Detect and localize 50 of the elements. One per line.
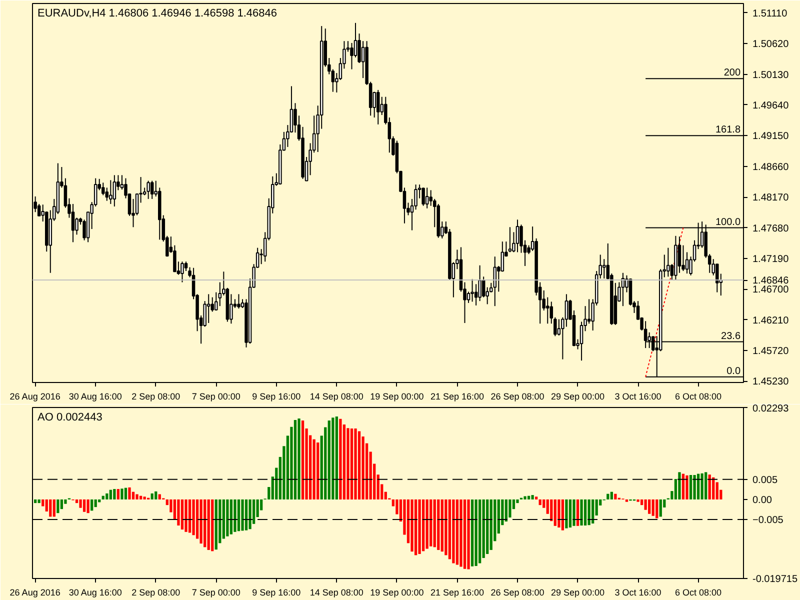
- x-tick-label: 30 Aug 16:00: [68, 588, 122, 598]
- x-tick-label: 6 Oct 08:00: [675, 588, 722, 598]
- x-tick-label: 3 Oct 16:00: [614, 392, 662, 402]
- x-tick-label: 7 Sep 00:00: [192, 392, 240, 402]
- y-tick-label: 1.50620: [752, 39, 790, 50]
- y-tick-label: 1.46700: [752, 284, 790, 296]
- x-tick-label: 26 Aug 2016: [10, 588, 60, 598]
- y-tick-label: 1.46846: [752, 276, 790, 287]
- x-tick-label: 7 Sep 00:00: [192, 588, 240, 598]
- y-tick-label: 1.47680: [752, 223, 790, 234]
- y-tick-label: 1.45720: [752, 346, 790, 358]
- x-tick-label: 3 Oct 16:00: [614, 588, 662, 598]
- x-tick-label: 14 Sep 08:00: [310, 588, 364, 598]
- y-tick-label: 1.51110: [752, 8, 788, 20]
- x-tick-label: 19 Sep 00:00: [370, 392, 424, 402]
- x-tick-label: 26 Sep 08:00: [490, 588, 544, 598]
- annotation: 200: [724, 68, 741, 79]
- x-tick-label: 2 Sep 08:00: [132, 588, 180, 598]
- x-tick-label: 26 Aug 2016: [10, 392, 60, 402]
- chart-title: AO 0.002443: [38, 412, 102, 424]
- chart-title: EURAUDv,H4 1.46806 1.46946 1.46598 1.46846: [38, 8, 278, 20]
- annotation: 23.6: [721, 330, 741, 342]
- x-tick-label: 6 Oct 08:00: [675, 392, 722, 402]
- y-tick-label: 1.48170: [752, 192, 790, 204]
- y-tick-label: 1.46210: [752, 315, 790, 326]
- x-tick-label: 29 Sep 00:00: [550, 392, 605, 402]
- y-tick-label: 0.02293: [752, 404, 790, 414]
- x-tick-label: 19 Sep 00:00: [370, 588, 424, 598]
- annotation: 161.8: [715, 124, 741, 136]
- y-tick-label: 1.48660: [752, 162, 790, 173]
- x-tick-label: 30 Aug 16:00: [68, 392, 122, 402]
- y-tick-label: 1.45230: [752, 376, 790, 388]
- x-tick-label: 29 Sep 00:00: [550, 588, 605, 598]
- x-tick-label: 9 Sep 16:00: [252, 392, 301, 402]
- y-tick-label: -0.019715: [752, 574, 798, 585]
- x-tick-label: 26 Sep 08:00: [490, 392, 544, 402]
- y-tick-label: 0.00: [752, 494, 772, 506]
- annotation: 0.0: [726, 366, 741, 377]
- y-tick-label: −0.005: [752, 514, 784, 526]
- y-tick-label: 0.005: [752, 474, 778, 486]
- y-tick-label: 1.49640: [752, 100, 790, 112]
- y-tick-label: 1.50130: [752, 70, 790, 81]
- x-tick-label: 2 Sep 08:00: [132, 392, 180, 402]
- x-tick-label: 21 Sep 16:00: [430, 392, 484, 402]
- x-tick-label: 21 Sep 16:00: [430, 588, 484, 598]
- x-tick-label: 9 Sep 16:00: [252, 588, 301, 598]
- x-tick-label: 14 Sep 08:00: [310, 392, 364, 402]
- y-tick-label: 1.49150: [752, 131, 790, 142]
- annotation: 100.0: [715, 216, 741, 228]
- y-tick-label: 1.47190: [752, 254, 790, 265]
